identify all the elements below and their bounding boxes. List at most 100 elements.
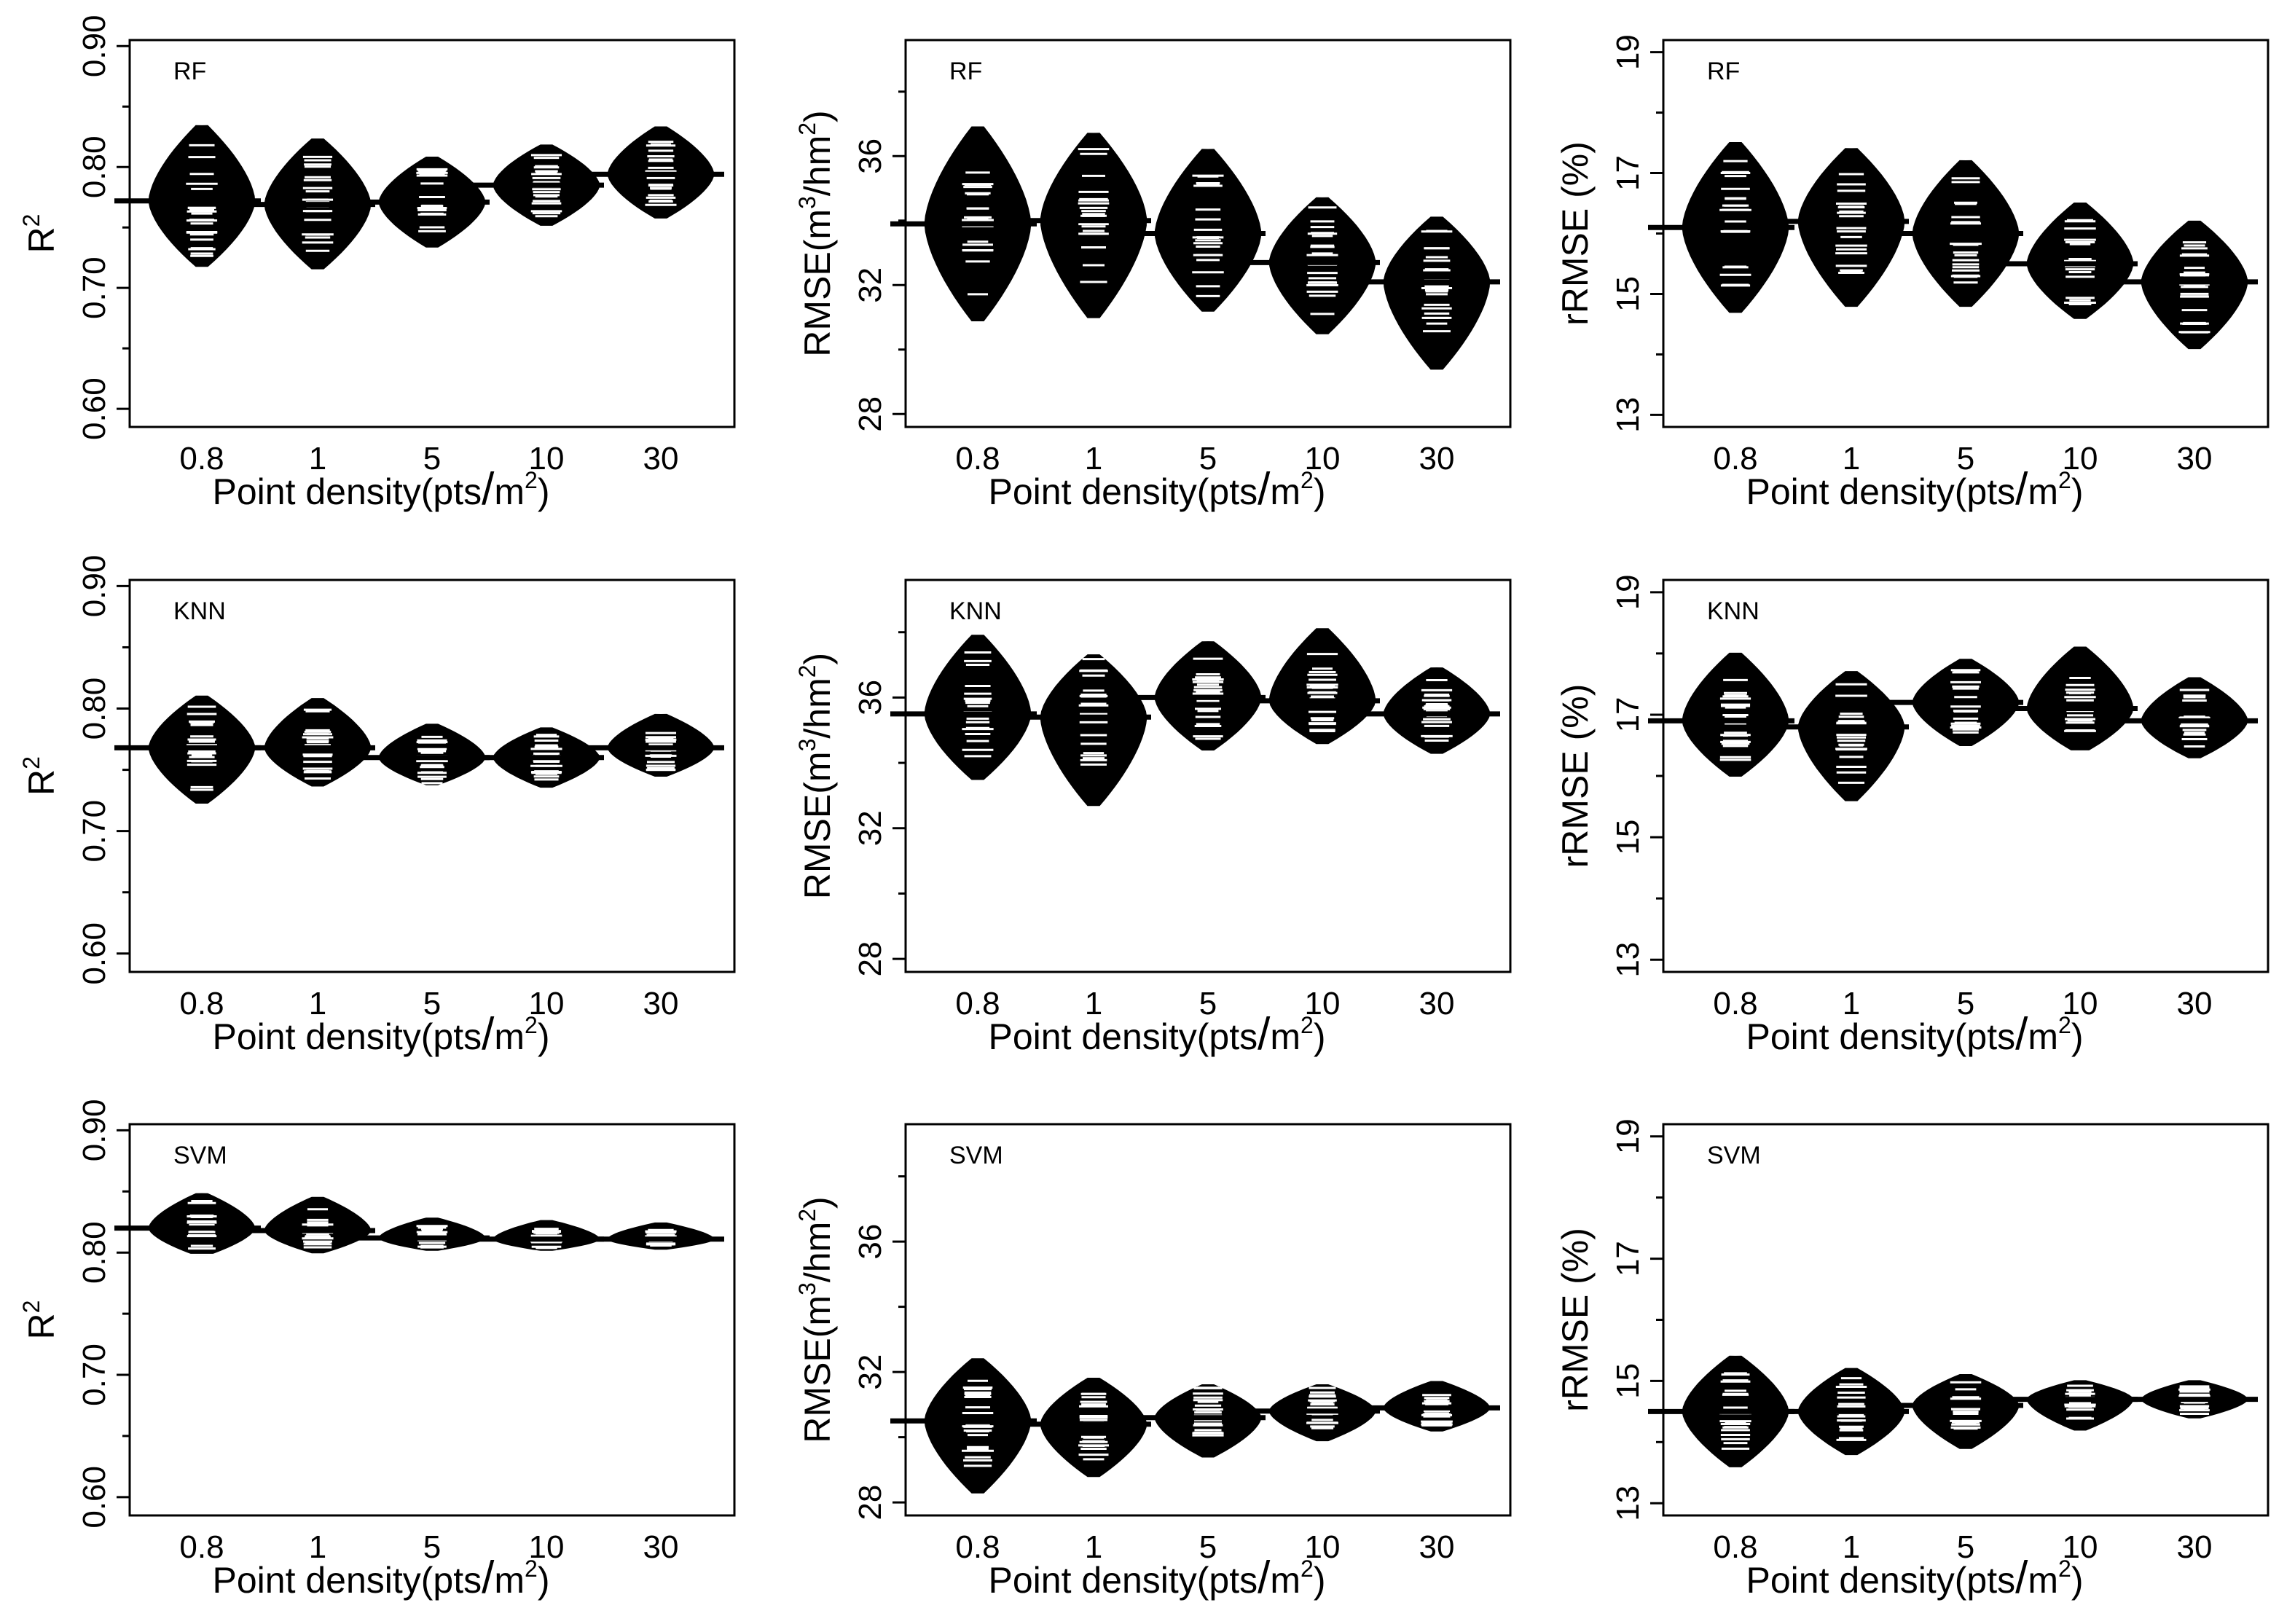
plot-frame — [128, 578, 736, 973]
x-tick-label: 1 — [1843, 441, 1860, 476]
y-tick-label: 32 — [852, 810, 888, 846]
x-label-main: Point density(pts — [989, 1016, 1258, 1057]
x-label-sup: 2 — [525, 1012, 538, 1038]
x-label-unit: m — [1270, 1560, 1300, 1601]
model-label: SVM — [1707, 1142, 1761, 1169]
bean-1 — [1040, 654, 1148, 807]
x-axis-label: Point density(pts/m2) — [989, 1553, 1326, 1603]
x-tick-label: 0.8 — [179, 441, 224, 476]
plot-frame — [904, 39, 1512, 428]
plot-frame — [904, 578, 1512, 973]
x-label-sup: 2 — [1300, 467, 1314, 493]
y-label-sup2: 2 — [794, 122, 820, 136]
x-label-close: ) — [2071, 1560, 2084, 1601]
x-label-unit: m — [494, 471, 525, 512]
x-tick-label: 10 — [2063, 1529, 2098, 1565]
x-tick-label: 30 — [1419, 986, 1455, 1021]
y-tick-label: 28 — [852, 1485, 888, 1521]
x-label-close: ) — [2071, 1016, 2084, 1057]
y-label-base: RMSE(m — [797, 751, 838, 899]
x-tick-label: 30 — [643, 441, 679, 476]
x-tick-label: 1 — [1085, 1529, 1102, 1565]
x-label-sup: 2 — [525, 467, 538, 493]
x-tick-label: 5 — [1957, 1529, 1974, 1565]
x-tick-label: 5 — [1957, 441, 1974, 476]
bean-0_8 — [924, 635, 1032, 780]
plot-frame — [128, 1123, 736, 1517]
y-label-mid: /hm — [797, 136, 838, 196]
x-label-sup: 2 — [1300, 1012, 1314, 1038]
x-axis-label: Point density(pts/m2) — [989, 464, 1326, 514]
x-label-unit: m — [2028, 471, 2058, 512]
model-label: SVM — [173, 1142, 227, 1169]
x-label-sup: 2 — [525, 1556, 538, 1582]
x-label-unit: m — [494, 1016, 525, 1057]
y-label-sup: 3 — [794, 739, 820, 752]
y-label-sup: 3 — [794, 196, 820, 209]
y-label-sup2: 2 — [794, 1209, 820, 1222]
x-axis-label: Point density(pts/m2) — [1746, 1553, 2084, 1603]
y-tick-label: 0.90 — [76, 15, 112, 77]
x-label-slash: / — [1258, 1553, 1271, 1603]
y-label-sup: 2 — [18, 214, 44, 227]
x-tick-label: 0.8 — [955, 441, 1000, 476]
plot-frame — [1662, 578, 2270, 973]
x-label-main: Point density(pts — [213, 1016, 482, 1057]
x-label-main: Point density(pts — [989, 1560, 1258, 1601]
x-tick-label: 10 — [529, 986, 565, 1021]
x-label-unit: m — [1270, 1016, 1300, 1057]
y-label-base: R — [21, 769, 62, 796]
y-tick-label: 0.80 — [76, 1221, 112, 1284]
y-tick-label: 0.60 — [76, 1466, 112, 1529]
bean-0_8 — [148, 125, 256, 267]
y-tick-label: 0.80 — [76, 136, 112, 198]
x-tick-label: 1 — [309, 986, 326, 1021]
y-axis-label: RMSE(m3/hm2) — [794, 110, 838, 356]
bean-1 — [1797, 671, 1905, 801]
x-label-slash: / — [2015, 1009, 2028, 1059]
y-label-base: RMSE(m — [797, 1295, 838, 1443]
bean-10 — [1268, 197, 1376, 334]
y-label-end: ) — [797, 653, 838, 665]
x-tick-label: 10 — [2063, 441, 2098, 476]
y-tick-label: 32 — [852, 267, 888, 303]
x-label-slash: / — [2015, 464, 2028, 514]
x-axis-label: Point density(pts/m2) — [1746, 1009, 2084, 1059]
x-tick-label: 30 — [643, 1529, 679, 1565]
x-axis-label: Point density(pts/m2) — [213, 1553, 550, 1603]
x-axis-label: Point density(pts/m2) — [1746, 464, 2084, 514]
x-label-main: Point density(pts — [989, 471, 1258, 512]
y-tick-label: 36 — [852, 680, 888, 715]
x-label-close: ) — [2071, 471, 2084, 512]
y-tick-label: 15 — [1610, 276, 1646, 312]
y-tick-label: 19 — [1610, 574, 1646, 610]
x-tick-label: 10 — [529, 441, 565, 476]
y-axis-label: R2 — [18, 214, 62, 254]
x-label-close: ) — [538, 1560, 550, 1601]
y-axis-label: rRMSE (%) — [1555, 141, 1596, 326]
y-label-mid: /hm — [797, 678, 838, 738]
y-axis-label: RMSE(m3/hm2) — [794, 1196, 838, 1443]
x-tick-label: 0.8 — [955, 986, 1000, 1021]
x-label-unit: m — [494, 1560, 525, 1601]
x-label-unit: m — [2028, 1560, 2058, 1601]
x-tick-label: 30 — [2177, 441, 2213, 476]
x-label-sup: 2 — [2058, 1012, 2071, 1038]
y-axis-label: rRMSE (%) — [1555, 684, 1596, 868]
x-label-slash: / — [2015, 1553, 2028, 1603]
x-tick-label: 5 — [1199, 986, 1217, 1021]
x-label-main: Point density(pts — [1746, 1560, 2016, 1601]
x-label-main: Point density(pts — [213, 1560, 482, 1601]
x-tick-label: 10 — [1305, 441, 1341, 476]
y-label-sup2: 2 — [794, 664, 820, 678]
x-tick-label: 0.8 — [1713, 986, 1757, 1021]
x-tick-label: 5 — [1199, 1529, 1217, 1565]
x-tick-label: 30 — [643, 986, 679, 1021]
x-tick-label: 5 — [423, 441, 441, 476]
